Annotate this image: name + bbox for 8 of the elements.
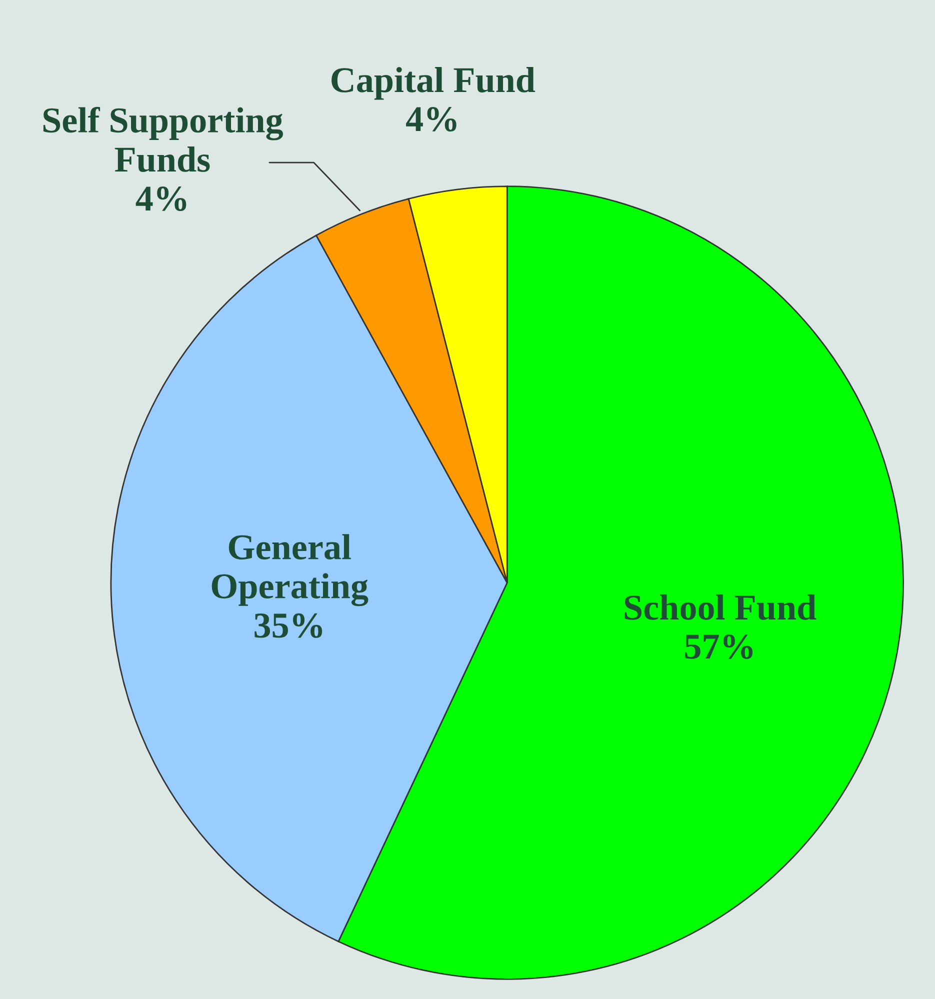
data-label: 35%	[254, 613, 322, 638]
slice-label: Self Supporting Funds	[43, 106, 283, 172]
data-label: 57%	[685, 634, 752, 659]
data-label: 4%	[136, 186, 186, 212]
slice-label: School Fund	[624, 594, 816, 620]
slice-label: Capital Fund	[332, 66, 536, 100]
slice-label: General Operating	[212, 534, 368, 606]
data-label: 4%	[406, 107, 456, 132]
